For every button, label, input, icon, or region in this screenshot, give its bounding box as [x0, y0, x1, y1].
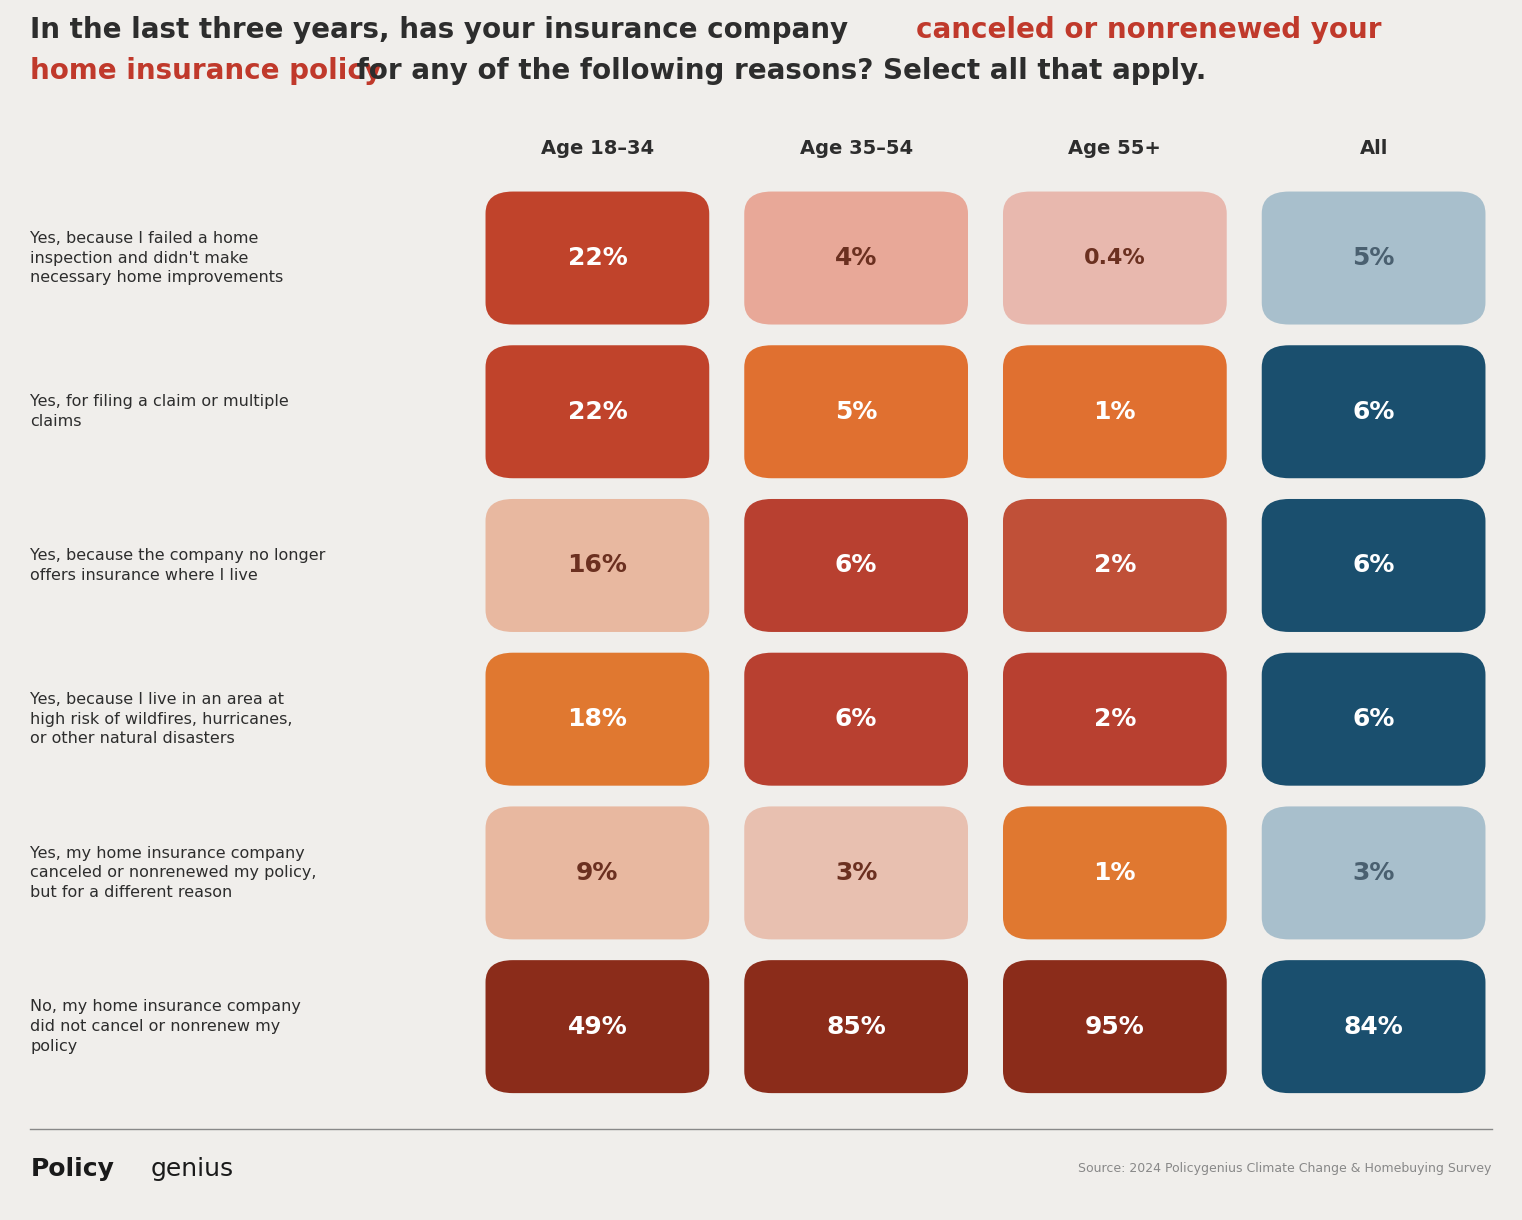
- Text: 6%: 6%: [836, 708, 877, 731]
- FancyBboxPatch shape: [1003, 345, 1227, 478]
- FancyBboxPatch shape: [1003, 653, 1227, 786]
- FancyBboxPatch shape: [486, 345, 709, 478]
- Text: 6%: 6%: [1353, 708, 1394, 731]
- FancyBboxPatch shape: [486, 192, 709, 325]
- FancyBboxPatch shape: [1262, 192, 1485, 325]
- Text: 84%: 84%: [1344, 1015, 1403, 1038]
- Text: Yes, because I live in an area at
high risk of wildfires, hurricanes,
or other n: Yes, because I live in an area at high r…: [30, 692, 292, 747]
- FancyBboxPatch shape: [486, 806, 709, 939]
- FancyBboxPatch shape: [486, 960, 709, 1093]
- FancyBboxPatch shape: [1003, 960, 1227, 1093]
- Text: canceled or nonrenewed your: canceled or nonrenewed your: [916, 17, 1382, 44]
- Text: All: All: [1359, 139, 1388, 159]
- Text: Age 18–34: Age 18–34: [540, 139, 654, 159]
- Text: 1%: 1%: [1094, 861, 1135, 884]
- Text: 6%: 6%: [1353, 400, 1394, 423]
- FancyBboxPatch shape: [1262, 499, 1485, 632]
- FancyBboxPatch shape: [744, 192, 968, 325]
- Text: Age 55+: Age 55+: [1068, 139, 1161, 159]
- Text: 95%: 95%: [1085, 1015, 1145, 1038]
- Text: 22%: 22%: [568, 246, 627, 270]
- FancyBboxPatch shape: [486, 653, 709, 786]
- FancyBboxPatch shape: [1003, 192, 1227, 325]
- Text: 49%: 49%: [568, 1015, 627, 1038]
- Text: Yes, because the company no longer
offers insurance where I live: Yes, because the company no longer offer…: [30, 548, 326, 583]
- Text: 5%: 5%: [836, 400, 877, 423]
- Text: home insurance policy: home insurance policy: [30, 57, 382, 84]
- Text: 9%: 9%: [577, 861, 618, 884]
- Text: No, my home insurance company
did not cancel or nonrenew my
policy: No, my home insurance company did not ca…: [30, 999, 301, 1054]
- Text: 6%: 6%: [836, 554, 877, 577]
- Text: Yes, because I failed a home
inspection and didn't make
necessary home improveme: Yes, because I failed a home inspection …: [30, 231, 283, 285]
- Text: Yes, for filing a claim or multiple
claims: Yes, for filing a claim or multiple clai…: [30, 394, 289, 429]
- Text: for any of the following reasons? Select all that apply.: for any of the following reasons? Select…: [347, 57, 1207, 84]
- FancyBboxPatch shape: [744, 960, 968, 1093]
- FancyBboxPatch shape: [744, 345, 968, 478]
- Text: Age 35–54: Age 35–54: [799, 139, 913, 159]
- FancyBboxPatch shape: [1262, 806, 1485, 939]
- Text: 3%: 3%: [836, 861, 877, 884]
- FancyBboxPatch shape: [744, 653, 968, 786]
- FancyBboxPatch shape: [486, 499, 709, 632]
- Text: 5%: 5%: [1353, 246, 1394, 270]
- FancyBboxPatch shape: [744, 806, 968, 939]
- FancyBboxPatch shape: [1262, 960, 1485, 1093]
- FancyBboxPatch shape: [1262, 653, 1485, 786]
- Text: 16%: 16%: [568, 554, 627, 577]
- Text: 1%: 1%: [1094, 400, 1135, 423]
- Text: In the last three years, has your insurance company: In the last three years, has your insura…: [30, 17, 858, 44]
- Text: genius: genius: [151, 1157, 234, 1181]
- Text: 4%: 4%: [836, 246, 877, 270]
- FancyBboxPatch shape: [1003, 499, 1227, 632]
- Text: 2%: 2%: [1094, 708, 1135, 731]
- Text: 85%: 85%: [826, 1015, 886, 1038]
- FancyBboxPatch shape: [1003, 806, 1227, 939]
- Text: 6%: 6%: [1353, 554, 1394, 577]
- Text: Source: 2024 Policygenius Climate Change & Homebuying Survey: Source: 2024 Policygenius Climate Change…: [1078, 1163, 1492, 1175]
- Text: 3%: 3%: [1353, 861, 1394, 884]
- Text: 2%: 2%: [1094, 554, 1135, 577]
- FancyBboxPatch shape: [1262, 345, 1485, 478]
- Text: 18%: 18%: [568, 708, 627, 731]
- Text: Policy: Policy: [30, 1157, 114, 1181]
- Text: Yes, my home insurance company
canceled or nonrenewed my policy,
but for a diffe: Yes, my home insurance company canceled …: [30, 845, 317, 900]
- Text: 0.4%: 0.4%: [1084, 248, 1146, 268]
- Text: 22%: 22%: [568, 400, 627, 423]
- FancyBboxPatch shape: [744, 499, 968, 632]
